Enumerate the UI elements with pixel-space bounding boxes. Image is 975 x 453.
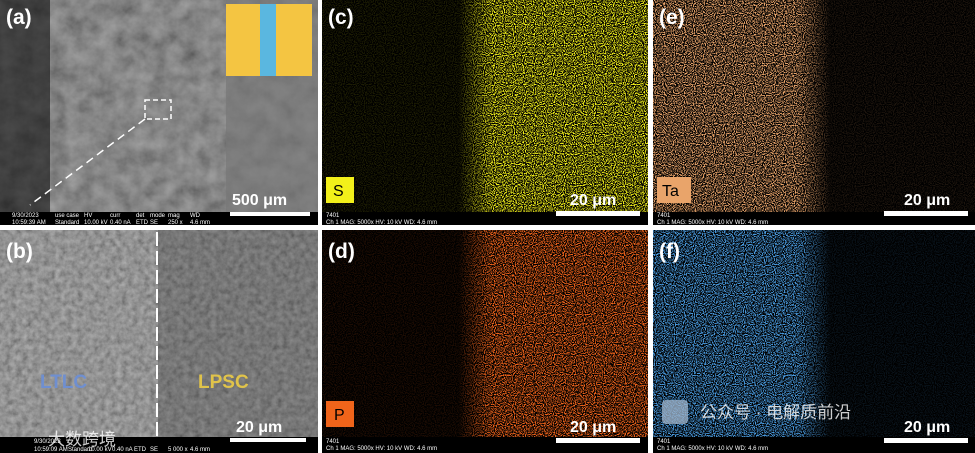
info-text: 0.40 nA (112, 447, 133, 453)
element-label: P (334, 407, 345, 424)
eds-signal (322, 230, 648, 437)
info-text: 5 000 x (168, 447, 188, 453)
scale-bar-label: 20 μm (904, 192, 950, 209)
info-text: mode (150, 213, 166, 219)
region-label: LTLC (40, 372, 87, 393)
element-box (657, 177, 691, 203)
scale-bar (884, 211, 968, 216)
panel-label: (f) (659, 240, 680, 263)
info-text: Ch 1 MAG: 5000x HV: 10 kV WD: 4.6 mm (326, 220, 437, 226)
info-text: curr (110, 213, 120, 219)
info-text: 9/30/2023 (34, 439, 61, 445)
scale-bar (230, 212, 310, 216)
watermark: 大数跨境 (48, 430, 116, 449)
sem-texture (0, 230, 318, 437)
info-text: Standard (68, 447, 92, 453)
info-text: 10.00 kV (84, 220, 108, 226)
eds-signal (653, 0, 975, 212)
info-text: 7401 (326, 213, 340, 219)
info-text: HV (84, 213, 92, 219)
panel-label: (a) (6, 6, 32, 29)
panel-a: 9/30/2023 10:59:39 AM use case Standard … (0, 0, 318, 226)
info-text: Ch 1 MAG: 5000x HV: 10 kV WD: 4.6 mm (657, 220, 768, 226)
info-text: 10:59:09 AM (34, 447, 68, 453)
panel-c: S 7401 Ch 1 MAG: 5000x HV: 10 kV WD: 4.6… (322, 0, 648, 226)
scale-bar-label: 20 μm (236, 419, 282, 436)
scale-bar-label: 20 μm (570, 419, 616, 436)
info-text: 10:59:39 AM (12, 220, 46, 226)
info-text: ETD (134, 447, 147, 453)
watermark-icon (662, 400, 688, 424)
info-text: 9/30/2023 (12, 213, 39, 219)
scale-bar (556, 211, 640, 216)
scale-bar-label: 20 μm (570, 192, 616, 209)
info-text: 7401 (657, 439, 671, 445)
panel-b: LTLC LPSC 9/30/2023 10:59:09 AM Standard… (0, 230, 318, 453)
eds-signal (322, 0, 648, 212)
info-text: Ch 1 MAG: 5000x HV: 10 kV WD: 4.6 mm (657, 446, 768, 452)
dark-edge (0, 0, 50, 212)
info-text: det (136, 213, 145, 219)
info-text: ETD (136, 220, 149, 226)
panel-label: (d) (328, 240, 355, 263)
panel-d: P 7401 Ch 1 MAG: 5000x HV: 10 kV WD: 4.6… (322, 230, 648, 453)
info-text: Standard (55, 220, 79, 226)
lpsc-region (158, 230, 318, 437)
element-box (326, 177, 354, 203)
zoom-line (29, 118, 146, 206)
scale-bar (884, 438, 968, 443)
info-text: use case (55, 213, 80, 219)
element-box (326, 401, 354, 427)
panel-f: 7401 Ch 1 MAG: 5000x HV: 10 kV WD: 4.6 m… (653, 230, 975, 453)
info-text: Ch 1 MAG: 5000x HV: 10 kV WD: 4.6 mm (326, 446, 437, 452)
scale-bar (556, 438, 640, 443)
panel-label: (c) (328, 6, 354, 29)
info-text: 4.6 mm (190, 220, 210, 226)
region-label: LPSC (198, 372, 249, 393)
info-text: SE (150, 447, 158, 453)
panel-label: (e) (659, 6, 685, 29)
info-text: WD (190, 213, 201, 219)
scale-bar-label: 500 μm (232, 192, 287, 209)
scale-bar (230, 438, 306, 442)
info-text: 10.00 kV (88, 447, 112, 453)
zoom-box (144, 99, 172, 120)
info-text: 7401 (657, 213, 671, 219)
panel-label: (b) (6, 240, 33, 263)
element-label: S (333, 183, 344, 200)
info-text: 0.40 nA (110, 220, 131, 226)
info-text: 250 x (168, 220, 183, 226)
info-text: 7401 (326, 439, 340, 445)
scale-bar-label: 20 μm (904, 419, 950, 436)
schematic-inset (226, 4, 312, 76)
info-text: mag (168, 213, 180, 219)
info-text: SE (150, 220, 158, 226)
watermark: 公众号 · 电解质前沿 (700, 403, 851, 422)
info-text: 4.6 mm (190, 447, 210, 453)
element-label: Ta (662, 183, 679, 200)
eds-signal (653, 230, 975, 437)
panel-e: Ta 7401 Ch 1 MAG: 5000x HV: 10 kV WD: 4.… (653, 0, 975, 226)
